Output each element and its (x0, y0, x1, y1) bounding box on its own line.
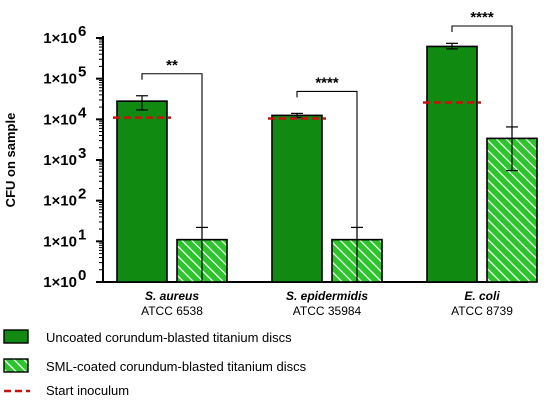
y-tick-label: 1×10 (43, 233, 77, 250)
legend-label-start-inoculum: Start inoculum (46, 383, 129, 398)
legend-label-sml-coated: SML-coated corundum-blasted titanium dis… (46, 359, 307, 374)
significance-marker: **** (470, 9, 494, 26)
y-tick-exponent: 2 (78, 186, 86, 203)
y-tick-exponent: 5 (78, 64, 86, 81)
y-tick-label: 1×10 (43, 152, 77, 169)
significance-bracket (141, 73, 203, 237)
category-name: S. epidermidis (286, 289, 368, 303)
y-tick-exponent: 4 (78, 104, 87, 121)
y-axis-title-group: CFU on sample (3, 113, 18, 208)
significance-bracket (296, 90, 358, 237)
y-tick-label: 1×10 (43, 30, 77, 47)
legend-swatch-sml-coated (3, 358, 29, 373)
y-tick-exponent: 0 (78, 267, 86, 284)
y-tick-label: 1×10 (43, 274, 77, 291)
category-name: E. coli (464, 289, 500, 303)
significance-bracket (451, 25, 513, 136)
bar-uncoated (271, 114, 323, 283)
y-tick-exponent: 1 (78, 226, 86, 243)
legend-label-uncoated: Uncoated corundum-blasted titanium discs (46, 330, 292, 345)
bar-uncoated (426, 45, 478, 283)
y-tick-label: 1×10 (43, 71, 77, 88)
category-strain: ATCC 6538 (141, 304, 203, 318)
category-strain: ATCC 8739 (451, 304, 513, 318)
category-strain: ATCC 35984 (293, 304, 362, 318)
legend-swatch-uncoated (3, 329, 29, 344)
significance-marker: ** (166, 57, 178, 74)
significance-marker: **** (315, 74, 339, 91)
y-tick-exponent: 6 (78, 23, 86, 40)
y-tick-exponent: 3 (78, 145, 86, 162)
y-tick-label: 1×10 (43, 111, 77, 128)
category-name: S. aureus (145, 289, 199, 303)
y-axis-title: CFU on sample (3, 113, 18, 208)
y-tick-label: 1×10 (43, 193, 77, 210)
bar-uncoated (116, 100, 168, 283)
